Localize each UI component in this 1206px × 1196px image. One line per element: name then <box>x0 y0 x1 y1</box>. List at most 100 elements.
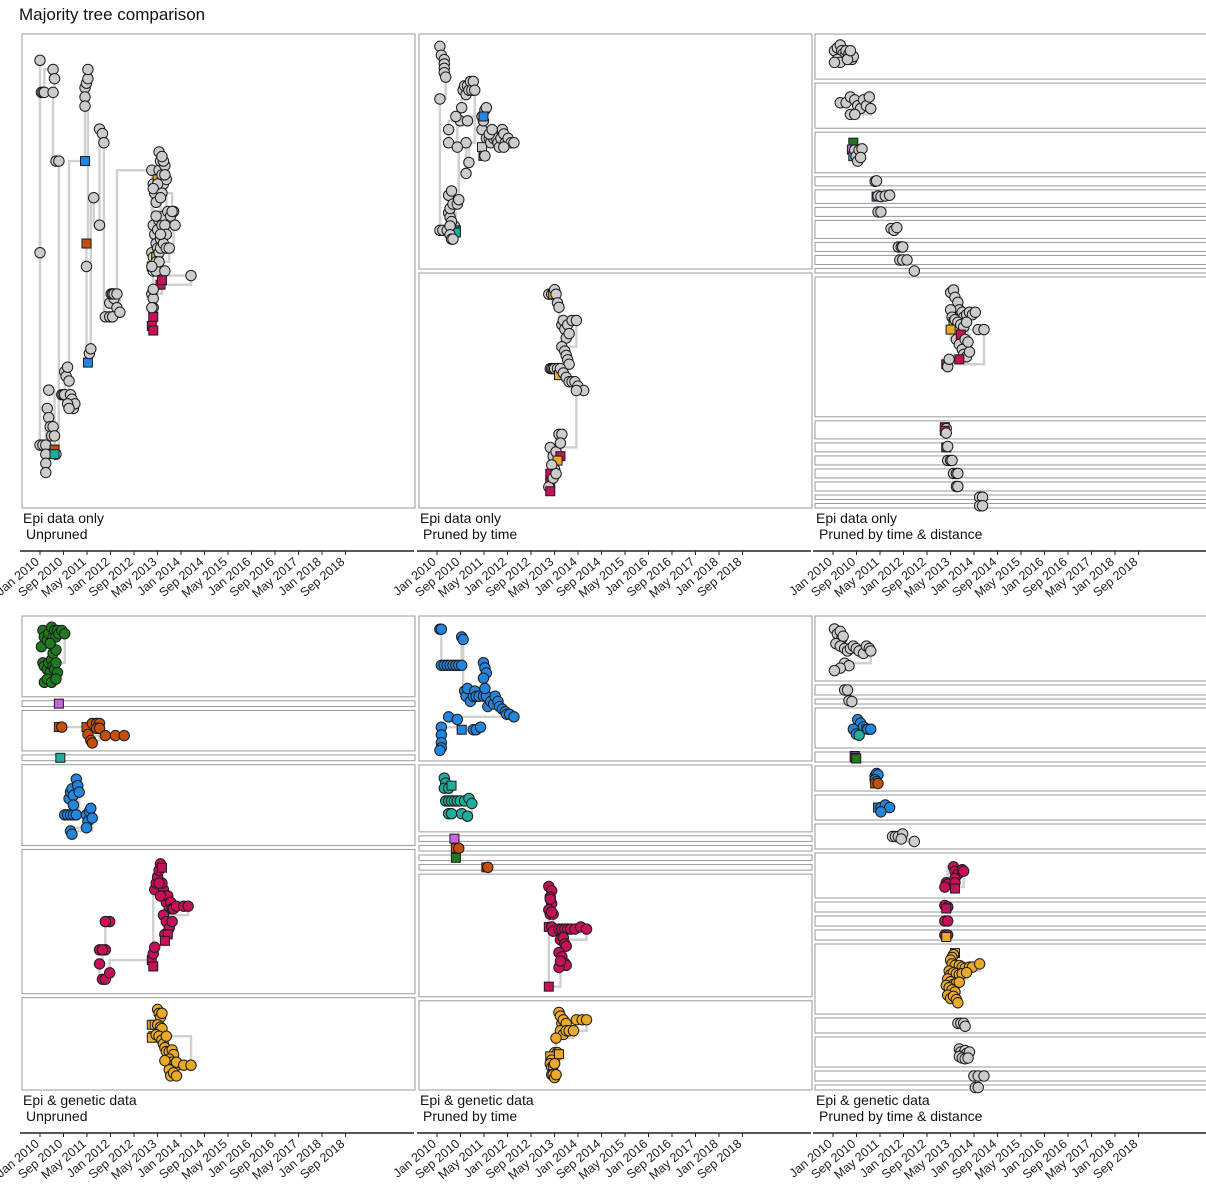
case-point <box>973 958 986 970</box>
case-point <box>47 86 59 99</box>
cluster-box <box>814 189 1206 204</box>
case-point <box>972 1081 984 1094</box>
tree-branch <box>115 169 152 294</box>
case-square <box>53 698 64 709</box>
case-point <box>73 786 85 798</box>
case-square <box>941 932 952 942</box>
case-point <box>952 480 964 493</box>
case-point <box>85 802 97 815</box>
case-point <box>952 997 964 1009</box>
case-point <box>946 454 958 467</box>
case-point <box>844 45 857 57</box>
case-point <box>550 1032 562 1044</box>
case-point <box>479 682 491 695</box>
case-point <box>53 155 65 167</box>
case-point <box>58 628 71 640</box>
case-square <box>81 238 92 249</box>
case-point <box>828 56 841 69</box>
case-point <box>853 729 865 741</box>
case-point <box>43 384 55 396</box>
case-square <box>545 486 556 497</box>
case-point <box>154 228 167 241</box>
case-point <box>570 314 583 327</box>
case-point <box>486 123 498 136</box>
tree-branch <box>51 92 56 163</box>
cluster-box <box>21 615 416 698</box>
case-point <box>166 205 178 218</box>
cluster-box <box>814 176 1206 187</box>
tree-branch <box>166 1035 193 1066</box>
case-point <box>463 156 475 169</box>
panel-caption-line1: Epi & genetic data <box>23 1092 137 1108</box>
case-point <box>854 151 867 164</box>
cluster-box <box>814 219 1206 239</box>
case-point <box>96 944 109 956</box>
cluster-box <box>814 276 1206 418</box>
case-point <box>461 810 474 822</box>
case-point <box>563 327 575 340</box>
case-point <box>93 958 106 970</box>
case-square <box>148 961 159 972</box>
case-point <box>875 806 887 818</box>
case-point <box>461 115 474 127</box>
case-point <box>67 799 80 811</box>
case-point <box>957 865 970 877</box>
cluster-box <box>814 1036 1206 1068</box>
cluster-box <box>814 241 1206 252</box>
case-point <box>580 923 593 935</box>
cluster-box <box>814 765 1206 792</box>
cluster-box <box>418 33 813 270</box>
case-point <box>939 881 951 893</box>
case-square <box>449 833 460 844</box>
case-square <box>156 862 167 873</box>
case-point <box>849 108 861 121</box>
panel-caption-line2: Pruned by time <box>423 1108 517 1124</box>
case-point <box>88 192 100 204</box>
case-point <box>156 1007 168 1020</box>
case-point <box>86 812 98 824</box>
tree-branch <box>38 91 42 446</box>
case-point <box>550 468 562 480</box>
case-point <box>580 1014 593 1026</box>
case-square <box>450 852 461 863</box>
panel-caption-line1: Epi data only <box>420 510 501 526</box>
case-point <box>962 1052 974 1064</box>
case-point <box>508 711 520 723</box>
cluster-box <box>418 854 813 862</box>
case-point <box>154 890 167 902</box>
case-point <box>865 645 877 657</box>
panel-caption-line1: Epi & genetic data <box>420 1092 534 1108</box>
cluster-box <box>418 835 813 842</box>
panel-caption-line1: Epi data only <box>23 510 104 526</box>
case-point <box>477 672 490 684</box>
case-point <box>570 384 583 397</box>
case-point <box>163 242 175 254</box>
case-point <box>567 1025 580 1037</box>
cluster-box <box>418 272 813 509</box>
case-point <box>544 893 556 905</box>
case-point <box>870 175 883 187</box>
cluster-box <box>814 442 1206 453</box>
case-point <box>554 437 567 449</box>
case-point <box>469 84 481 96</box>
case-point <box>952 467 964 480</box>
case-point <box>480 102 493 114</box>
case-point <box>942 915 954 927</box>
case-point <box>182 900 194 912</box>
case-point <box>846 695 858 708</box>
cluster-box <box>21 700 416 708</box>
case-point <box>450 110 462 123</box>
case-point <box>44 637 56 650</box>
cluster-box <box>21 997 416 1091</box>
case-point <box>457 633 469 646</box>
case-point <box>150 210 162 222</box>
case-point <box>159 169 171 181</box>
case-point <box>34 54 46 67</box>
case-point <box>149 941 161 953</box>
case-point <box>508 137 520 149</box>
case-point <box>435 623 448 635</box>
case-square <box>82 357 93 368</box>
case-point <box>942 440 954 453</box>
